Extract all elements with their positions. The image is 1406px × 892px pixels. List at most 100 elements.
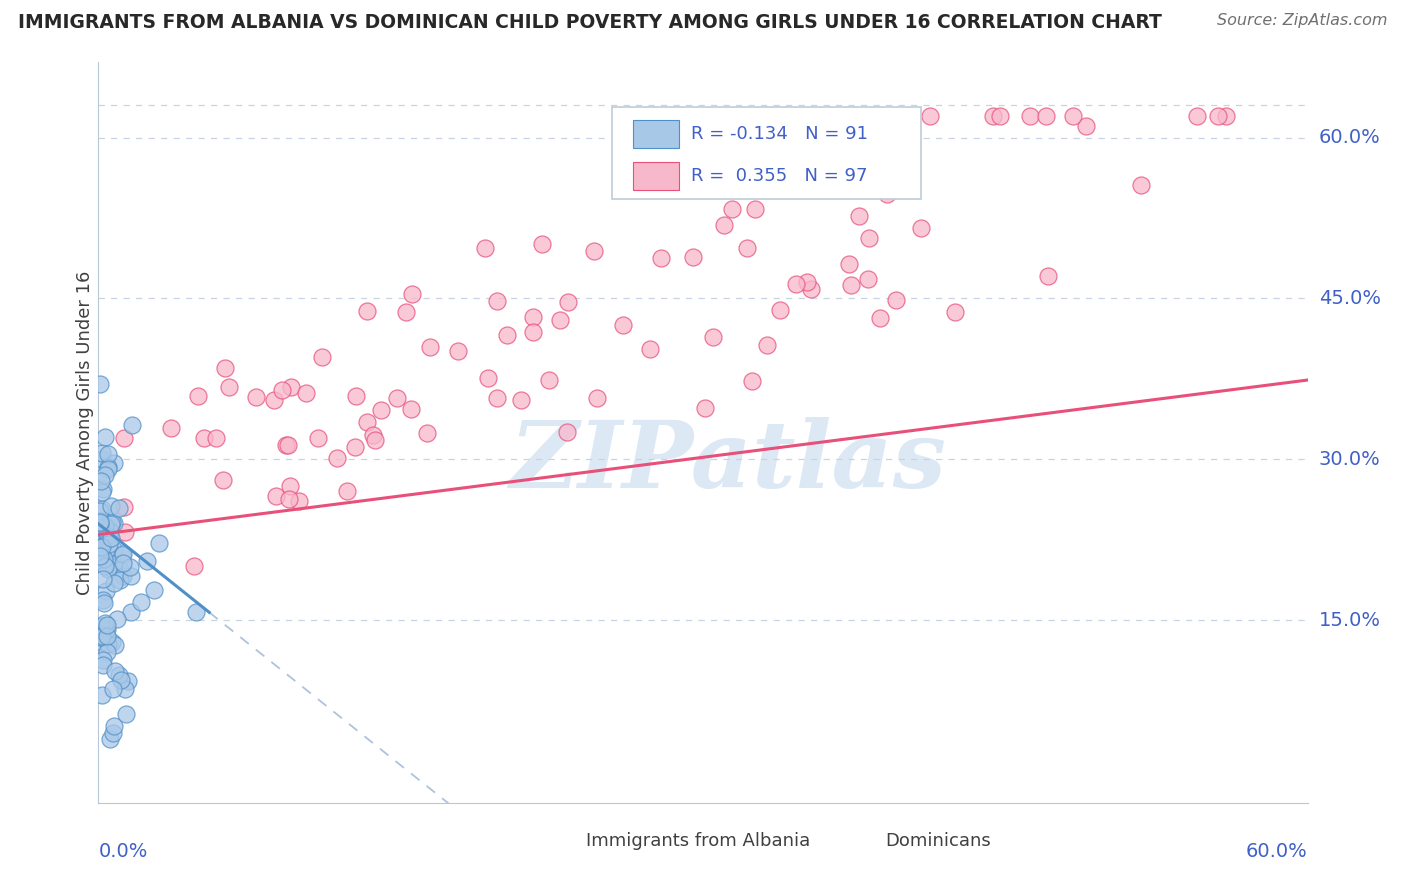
Point xyxy=(288,494,311,508)
Point xyxy=(89,549,111,563)
Point xyxy=(981,109,1004,123)
Point xyxy=(93,519,115,533)
Point xyxy=(114,681,136,696)
Point xyxy=(103,558,125,572)
Point xyxy=(522,325,544,339)
Point xyxy=(89,377,111,392)
Point xyxy=(96,618,118,632)
Point xyxy=(277,438,299,452)
Point xyxy=(104,638,127,652)
Point xyxy=(858,230,880,244)
Point xyxy=(104,664,127,678)
Point xyxy=(111,547,134,561)
Point xyxy=(91,593,114,607)
Point xyxy=(1035,109,1057,123)
Point xyxy=(91,635,114,649)
Point xyxy=(1129,178,1152,192)
Point xyxy=(94,558,117,573)
Point xyxy=(693,401,716,415)
Point xyxy=(510,392,533,407)
Point xyxy=(838,257,860,271)
Point xyxy=(184,606,207,620)
Point xyxy=(721,202,744,216)
Text: R = -0.134   N = 91: R = -0.134 N = 91 xyxy=(690,125,868,143)
Point xyxy=(295,385,318,400)
Point xyxy=(356,303,378,318)
Point xyxy=(485,391,508,405)
Point xyxy=(1036,269,1059,284)
Point xyxy=(1074,120,1097,134)
FancyBboxPatch shape xyxy=(633,120,679,148)
Y-axis label: Child Poverty Among Girls Under 16: Child Poverty Among Girls Under 16 xyxy=(76,270,94,595)
FancyBboxPatch shape xyxy=(633,162,679,190)
Point xyxy=(100,499,122,513)
Point xyxy=(1062,109,1084,123)
Point xyxy=(89,529,111,543)
Point xyxy=(496,327,519,342)
Point xyxy=(537,373,560,387)
Point xyxy=(108,563,131,577)
Point xyxy=(90,521,112,535)
Point xyxy=(780,151,803,165)
Point xyxy=(103,542,125,557)
Text: Source: ZipAtlas.com: Source: ZipAtlas.com xyxy=(1218,13,1388,29)
Point xyxy=(114,525,136,540)
Point xyxy=(110,673,132,688)
Point xyxy=(446,343,468,358)
Point xyxy=(101,725,124,739)
Point xyxy=(278,478,301,492)
Point xyxy=(97,459,120,474)
Point xyxy=(97,462,120,476)
Point xyxy=(100,557,122,571)
Point xyxy=(280,380,302,394)
Point xyxy=(94,584,117,599)
Point xyxy=(271,383,294,397)
Text: Immigrants from Albania: Immigrants from Albania xyxy=(586,832,810,850)
Point xyxy=(585,391,607,405)
Point xyxy=(356,415,378,429)
Point xyxy=(769,302,792,317)
Point xyxy=(193,432,215,446)
Point xyxy=(485,293,508,308)
Point xyxy=(311,350,333,364)
Point xyxy=(93,551,115,566)
Point xyxy=(120,569,142,583)
Point xyxy=(548,313,571,327)
Point xyxy=(796,275,818,289)
Text: IMMIGRANTS FROM ALBANIA VS DOMINICAN CHILD POVERTY AMONG GIRLS UNDER 16 CORRELAT: IMMIGRANTS FROM ALBANIA VS DOMINICAN CHI… xyxy=(18,13,1163,32)
Point xyxy=(336,484,359,499)
Text: R =  0.355   N = 97: R = 0.355 N = 97 xyxy=(690,167,868,186)
Point xyxy=(89,516,111,531)
Point xyxy=(640,342,662,356)
Point xyxy=(120,605,142,619)
Point xyxy=(91,657,114,672)
Point xyxy=(214,360,236,375)
Point xyxy=(105,612,128,626)
Point xyxy=(101,635,124,649)
Point xyxy=(111,548,134,562)
Point xyxy=(612,318,634,332)
Point xyxy=(98,537,121,551)
Point xyxy=(344,389,367,403)
FancyBboxPatch shape xyxy=(546,827,578,848)
Point xyxy=(818,145,841,159)
Point xyxy=(266,489,288,503)
Point xyxy=(96,645,118,659)
Point xyxy=(278,492,301,507)
Text: 0.0%: 0.0% xyxy=(98,842,148,861)
Point xyxy=(419,340,441,354)
Point xyxy=(94,616,117,631)
Point xyxy=(103,456,125,470)
Point xyxy=(93,551,115,566)
Point xyxy=(183,558,205,573)
Point xyxy=(522,310,544,324)
Point xyxy=(114,707,136,722)
Point xyxy=(103,575,125,590)
Point xyxy=(744,202,766,217)
Point xyxy=(91,653,114,667)
Point xyxy=(370,403,392,417)
Text: 60.0%: 60.0% xyxy=(1246,842,1308,861)
Point xyxy=(399,401,422,416)
Point xyxy=(98,732,121,747)
Point xyxy=(112,500,135,514)
